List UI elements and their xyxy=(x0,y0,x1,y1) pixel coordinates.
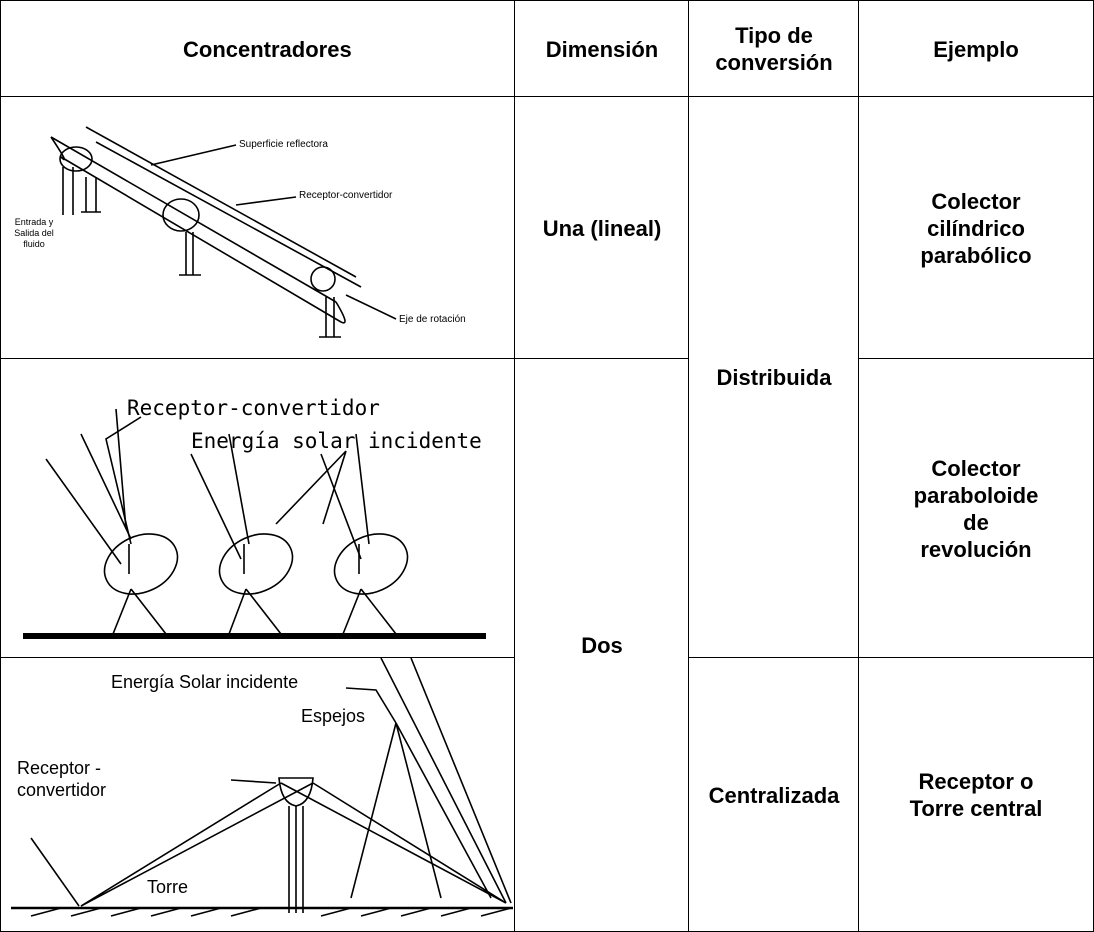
dimension-cell: Una (lineal) xyxy=(514,96,689,359)
header-text: Ejemplo xyxy=(933,36,1019,62)
dish-figure: Receptor-convertidor Energía solar incid… xyxy=(1,359,513,657)
header-cell: Dimensión xyxy=(514,0,689,97)
figure-label: Receptor-convertidor xyxy=(127,396,380,420)
trough-figure: Superficie reflectora Receptor-convertid… xyxy=(1,97,513,357)
figure-label: Espejos xyxy=(301,706,366,726)
example-cell: Receptor o Torre central xyxy=(858,657,1094,932)
figure-cell xyxy=(0,96,515,359)
conversion-cell: Centralizada xyxy=(688,657,859,932)
cell-text: Colector paraboloide de revolución xyxy=(913,455,1039,562)
figure-cell xyxy=(0,657,515,932)
conversion-cell: Distribuida xyxy=(688,96,859,658)
figure-label: Receptor-convertidor xyxy=(299,190,393,201)
cell-text: Centralizada xyxy=(708,782,840,808)
tower-drawing xyxy=(11,658,513,917)
example-cell: Colector cilíndrico parabólico xyxy=(858,96,1094,359)
figure-label: Eje de rotación xyxy=(399,314,466,325)
figure-label: Receptor - convertidor xyxy=(17,758,107,800)
cell-text: Distribuida xyxy=(716,365,832,390)
dimension-cell: Dos xyxy=(514,358,689,932)
header-cell: Concentradores xyxy=(0,0,515,97)
header-text: Dimensión xyxy=(545,36,659,62)
cell-text: Una (lineal) xyxy=(542,215,662,241)
figure-cell xyxy=(0,358,515,658)
figure-label: Torre xyxy=(147,877,189,897)
header-text: Concentradores xyxy=(183,36,352,62)
trough-drawing xyxy=(50,126,397,338)
figure-label: Energía Solar incidente xyxy=(111,672,299,692)
header-cell: Ejemplo xyxy=(858,0,1094,97)
figure-label: Entrada y Salida del fluido xyxy=(14,217,54,249)
header-cell: Tipo de conversión xyxy=(688,0,859,97)
cell-text: Dos xyxy=(581,633,623,658)
header-text: Tipo de conversión xyxy=(715,23,833,75)
figure-label: Superficie reflectora xyxy=(239,139,328,150)
cell-text: Colector cilíndrico parabólico xyxy=(920,188,1032,268)
dish-drawing xyxy=(23,408,486,639)
figure-label: Energía solar incidente xyxy=(191,429,482,453)
example-cell: Colector paraboloide de revolución xyxy=(858,358,1094,658)
cell-text: Receptor o Torre central xyxy=(909,769,1043,821)
tower-figure: Energía Solar incidente Espejos Receptor… xyxy=(1,658,513,932)
